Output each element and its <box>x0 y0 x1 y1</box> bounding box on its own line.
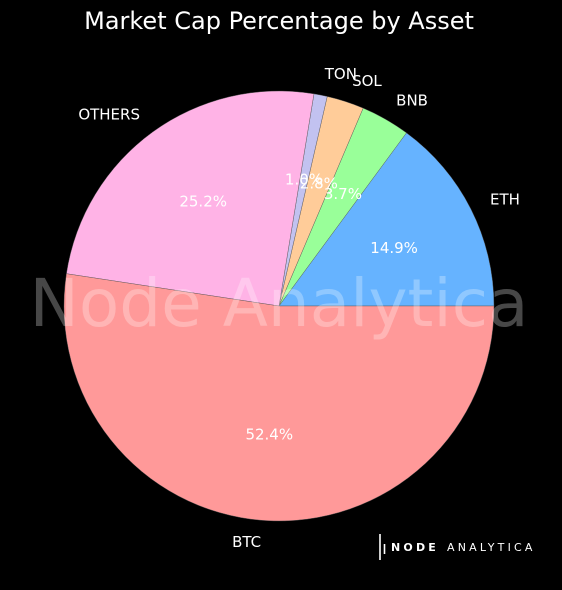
pie-label-sol: SOL <box>352 72 382 90</box>
pie-percent-bnb: 3.7% <box>324 185 362 203</box>
pie-label-bnb: BNB <box>396 92 428 110</box>
brand-logo: NODE ANALYTICA <box>379 534 536 560</box>
chart-title: Market Cap Percentage by Asset <box>84 7 474 35</box>
pie-percent-btc: 52.4% <box>245 426 293 444</box>
pie-percent-ton: 1.0% <box>285 170 323 188</box>
pie-slices <box>63 90 495 522</box>
pie-slice-btc <box>63 273 495 522</box>
pie-label-eth: ETH <box>490 190 520 208</box>
brand-name: NODE ANALYTICA <box>391 541 536 554</box>
watermark-text: Node Analytica <box>30 265 529 342</box>
pie-percent-eth: 14.9% <box>370 239 418 257</box>
pie-label-others: OTHERS <box>78 106 140 124</box>
pie-label-ton: TON <box>324 65 357 83</box>
pie-slice-eth <box>278 132 495 307</box>
pie-percent-others: 25.2% <box>179 193 227 211</box>
pie-percent-labels: 14.9% 3.7%2.8%1.0% 25.2% 52.4% <box>179 170 418 443</box>
pie-slice-others <box>66 90 315 307</box>
pie-label-btc: BTC <box>232 533 261 551</box>
pie-percent-sol: 2.8% <box>300 174 338 192</box>
brand-name-rest: ANALYTICA <box>447 541 536 554</box>
brand-name-bold: NODE <box>391 541 439 554</box>
brand-mark-icon <box>379 534 386 560</box>
